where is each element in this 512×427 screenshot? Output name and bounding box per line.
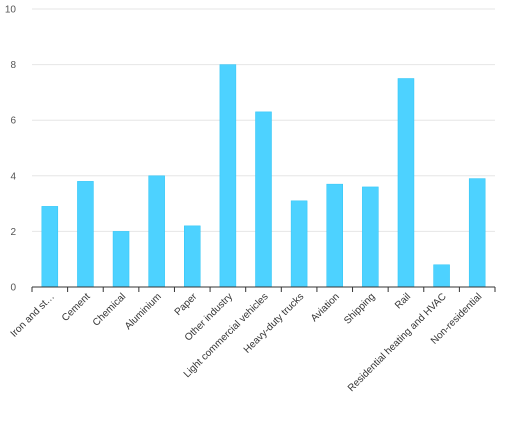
x-category-label: Iron and st… bbox=[9, 291, 57, 339]
bar bbox=[219, 64, 237, 288]
bar bbox=[255, 111, 272, 288]
bar bbox=[433, 264, 450, 288]
bar bbox=[290, 200, 308, 288]
bar bbox=[468, 178, 486, 288]
bar bbox=[77, 181, 94, 288]
bar bbox=[397, 78, 415, 288]
x-category-label: Cement bbox=[60, 291, 93, 324]
x-category-label: Chemical bbox=[91, 291, 128, 328]
x-category-label: Aviation bbox=[309, 291, 342, 324]
y-axis-ticks: 0 2 4 6 8 10 bbox=[5, 5, 17, 294]
x-category-label: Rail bbox=[393, 291, 413, 311]
bar bbox=[148, 175, 165, 288]
y-tick-label: 10 bbox=[5, 5, 17, 16]
bar bbox=[41, 206, 59, 288]
y-tick-label: 8 bbox=[10, 60, 16, 71]
y-tick-label: 2 bbox=[10, 227, 16, 238]
x-category-label: Shipping bbox=[342, 291, 377, 326]
x-axis-ticks bbox=[31, 287, 496, 292]
x-category-label: Aluminium bbox=[123, 291, 164, 332]
bar bbox=[112, 231, 130, 288]
bar bbox=[362, 186, 379, 288]
x-category-label: Paper bbox=[173, 291, 200, 318]
x-category-label: Heavy-duty trucks bbox=[242, 291, 306, 355]
bar bbox=[184, 225, 201, 288]
bar bbox=[326, 183, 343, 288]
y-tick-label: 0 bbox=[10, 283, 16, 294]
y-tick-label: 6 bbox=[10, 116, 16, 127]
y-tick-label: 4 bbox=[10, 171, 16, 182]
